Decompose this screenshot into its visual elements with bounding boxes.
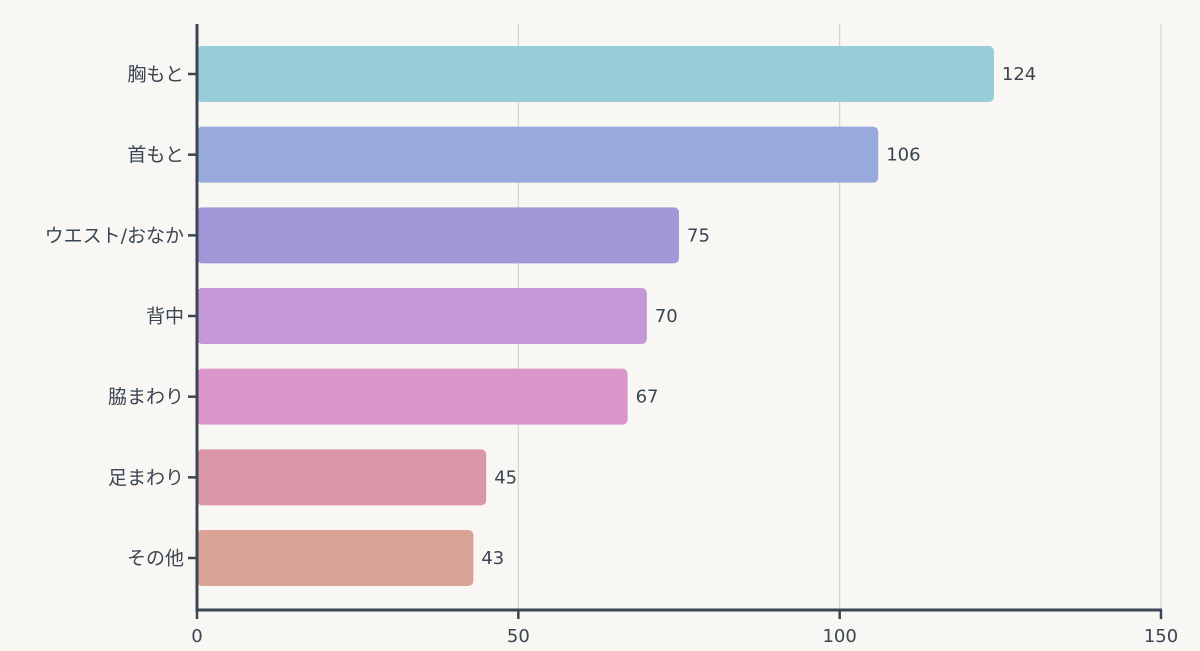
- data-label: 43: [481, 548, 504, 569]
- axis-layer: [188, 24, 1163, 619]
- bar: [197, 126, 879, 183]
- bar: [197, 288, 647, 345]
- bar: [197, 368, 628, 425]
- bar: [197, 46, 994, 102]
- category-label: ウエスト/おなか: [45, 225, 184, 247]
- bar-layer: [197, 46, 994, 587]
- category-label: 足まわり: [108, 467, 184, 489]
- x-tick-label: 150: [1144, 626, 1178, 647]
- bar: [197, 449, 487, 506]
- data-label: 45: [494, 467, 517, 488]
- data-label: 67: [636, 387, 659, 408]
- label-layer: 胸もと 124 首もと 106 ウエスト/おなか 75 背中 70 脇まわり 67 足まわり 45 その…: [45, 64, 1179, 648]
- x-tick-label: 50: [507, 626, 530, 647]
- x-tick-label: 0: [191, 626, 202, 647]
- category-label: 背中: [146, 306, 184, 328]
- data-label: 70: [655, 306, 678, 327]
- category-label: 首もと: [127, 144, 184, 166]
- category-label: 胸もと: [127, 64, 184, 86]
- x-tick-label: 100: [822, 626, 856, 647]
- data-label: 106: [886, 145, 920, 166]
- data-label: 124: [1002, 64, 1036, 85]
- category-label: 脇まわり: [108, 386, 184, 408]
- bar: [197, 530, 474, 587]
- data-label: 75: [687, 225, 710, 246]
- bar: [197, 207, 679, 264]
- category-label: その他: [127, 548, 184, 570]
